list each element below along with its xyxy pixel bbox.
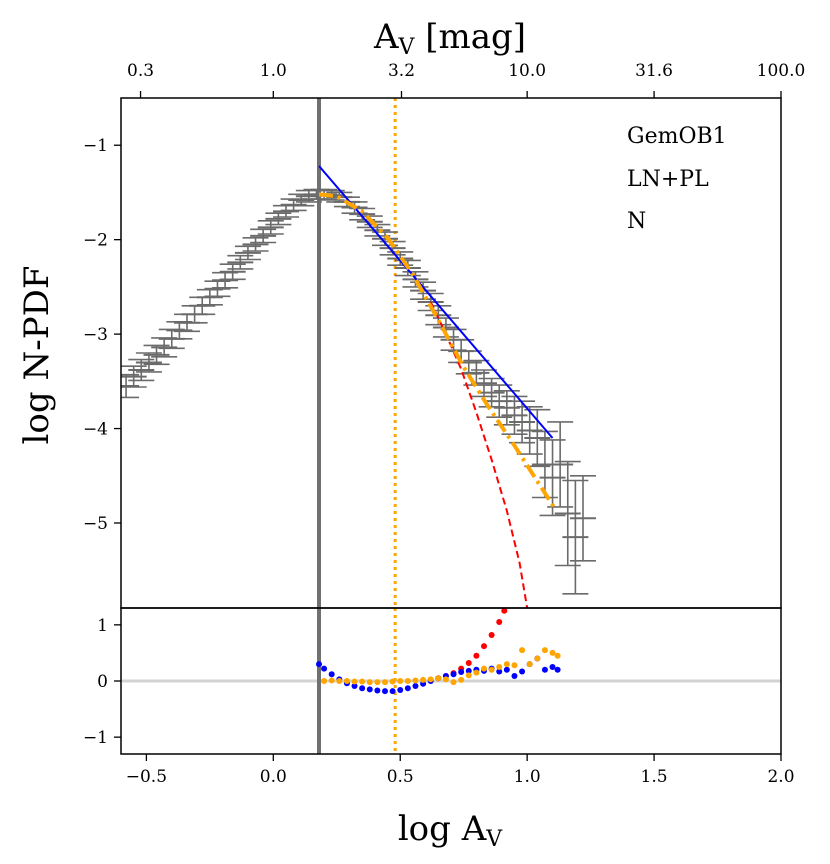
x-tick-label: −0.5 [126, 767, 167, 787]
ln-pl-residual-point [412, 677, 419, 684]
ln-pl-residual-point [321, 678, 328, 684]
pl-residual-point [359, 685, 366, 692]
pl-residual-point [503, 666, 510, 673]
ln-pl-residual-point [511, 662, 518, 669]
ln-pl-residual-point [427, 676, 434, 683]
x-tick-label: 1.5 [641, 767, 668, 787]
ln-pl-residual-point [519, 647, 526, 654]
residual-y-tick-label: 0 [97, 672, 108, 692]
pl-residual-point [382, 688, 388, 695]
legend-line-model: LN+PL [627, 167, 709, 192]
ln-fit-line [429, 301, 529, 608]
ln-pl-residual-point [442, 676, 449, 683]
x-tick-label: 2.0 [767, 767, 794, 787]
y-axis-title: log N-PDF [17, 266, 57, 445]
ln-residual-point [481, 643, 487, 650]
ln-pl-residual-point [503, 661, 510, 668]
ln-pl-residual-point [374, 679, 381, 686]
pl-residual-point [374, 687, 381, 694]
y-tick-label: −2 [83, 231, 108, 251]
pl-residual-point [511, 672, 518, 679]
ln-pl-fit-line [318, 192, 557, 510]
top-tick-label: 0.3 [127, 61, 154, 81]
ln-residual-point [501, 608, 508, 614]
residual-panel [121, 608, 781, 754]
pl-residual-point [549, 663, 556, 670]
pl-residual-point [389, 688, 396, 695]
ln-pl-residual-point [526, 661, 533, 668]
pl-residual-point [519, 668, 526, 675]
residual-y-tick-label: 1 [97, 616, 108, 636]
top-axis-title: AV [mag] [373, 17, 526, 60]
ln-pl-residual-point [404, 678, 411, 684]
ln-residual-point [465, 660, 472, 667]
ln-residual-point [488, 631, 495, 638]
top-tick-label: 100.0 [757, 61, 806, 81]
pl-residual-point [321, 665, 328, 672]
x-tick-label: 0.0 [260, 767, 287, 787]
ln-pl-residual-point [458, 676, 465, 683]
top-tick-label: 1.0 [260, 61, 287, 81]
ln-pl-residual-point [541, 647, 548, 654]
pl-fit-line [318, 165, 554, 439]
ln-pl-residual-point [488, 666, 495, 673]
x-axis-title: log AV [398, 809, 503, 852]
residual-plot-area [121, 608, 781, 754]
pl-residual-point [554, 666, 561, 673]
main-plot-area [121, 98, 596, 608]
pl-residual-point [366, 686, 373, 693]
ln-pl-residual-point [465, 672, 472, 679]
x-tick-label: 0.5 [387, 767, 414, 787]
top-tick-label: 3.2 [388, 61, 415, 81]
pl-residual-point [458, 669, 465, 676]
ln-pl-residual-point [382, 679, 388, 686]
residual-y-tick-label: −1 [83, 728, 108, 748]
ln-pl-residual-point [496, 663, 503, 670]
pl-residual-point [316, 661, 322, 668]
ln-pl-residual-point [554, 652, 561, 659]
top-tick-label: 10.0 [508, 61, 546, 81]
pl-residual-point [404, 685, 411, 692]
axes-layer: −0.5 0.0 0.5 1.0 1.5 2.0 0.3 1.0 3.2 10.0 31.6 100.… [83, 61, 805, 787]
x-tick-label: 1.0 [514, 767, 541, 787]
ln-pl-residual-point [473, 669, 480, 676]
main-panel [121, 98, 596, 608]
pl-residual-point [328, 671, 335, 678]
top-tick-label: 31.6 [635, 61, 673, 81]
pl-residual-point [450, 671, 457, 678]
ln-pl-residual-point [397, 678, 404, 684]
ln-pl-residual-point [481, 665, 487, 672]
ln-pl-residual-point [336, 678, 343, 684]
ln-residual-point [473, 652, 480, 659]
y-tick-label: −3 [83, 325, 108, 345]
pl-residual-point [541, 666, 548, 673]
y-tick-label: −5 [83, 514, 108, 534]
legend-line-region: GemOB1 [627, 124, 727, 149]
ln-pl-residual-point [420, 676, 427, 683]
pl-residual-point [351, 683, 358, 690]
pl-residual-point [496, 668, 503, 675]
ln-pl-residual-point [366, 679, 373, 686]
ln-pl-residual-point [549, 649, 556, 656]
pl-residual-point [397, 686, 404, 693]
legend-line-density: N [627, 209, 646, 234]
ln-residual-point [496, 619, 503, 626]
ln-pl-residual-point [534, 655, 541, 662]
pl-residual-point [412, 683, 419, 690]
y-tick-label: −1 [83, 136, 108, 156]
y-tick-label: −4 [83, 420, 108, 440]
ln-pl-residual-point [328, 677, 335, 684]
ln-pl-residual-point [343, 678, 350, 684]
ln-pl-residual-point [389, 678, 396, 685]
ln-pl-residual-point [450, 679, 457, 686]
ln-pl-residual-point [359, 678, 366, 685]
legend: GemOB1 LN+PL N [627, 124, 727, 234]
pl-residual-point [465, 667, 472, 674]
ln-pl-residual-point [351, 678, 358, 685]
ln-pl-residual-point [435, 675, 442, 682]
